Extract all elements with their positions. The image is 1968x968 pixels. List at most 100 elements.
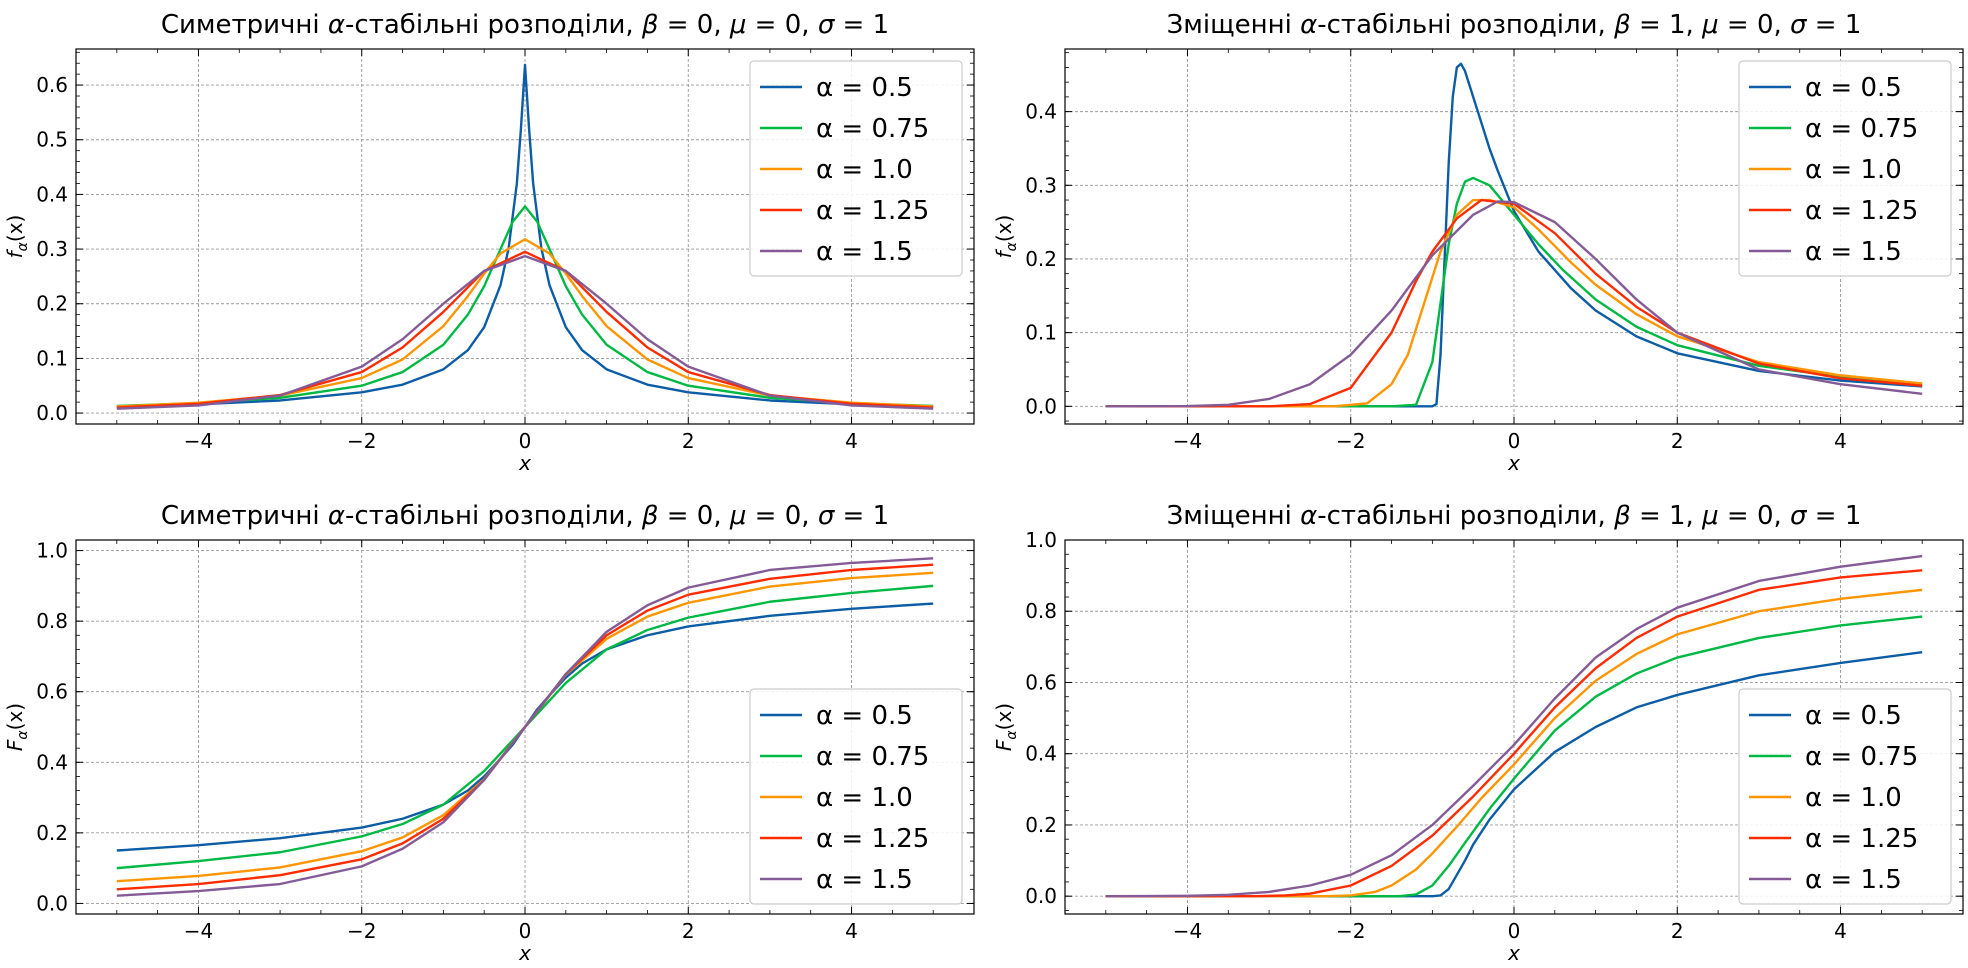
title-part: = 1 [834,10,889,40]
legend: α = 0.5 α = 0.75 α = 1.0 α = 1.25 α = 1.5 [1738,60,1952,277]
legend-label: α = 1.25 [1805,196,1918,226]
y-tick-label: 0.2 [1025,813,1057,837]
y-label-arg: (x) [3,703,27,730]
y-label-main: f [992,248,1016,258]
x-tick-label: 0 [1508,919,1521,943]
x-axis-label: x [518,451,531,475]
series-line [1105,651,1923,898]
legend-label: α = 1.0 [1805,783,1902,813]
y-tick-label: 0.4 [1025,100,1057,124]
y-tick-label: 0.0 [1025,884,1057,908]
title-part: α [328,501,345,531]
title-part: -стабільні розподіли, [1317,501,1614,531]
legend-frame [749,60,963,277]
y-axis-label: fα(x) [3,215,31,259]
legend-label: α = 0.5 [1805,701,1902,731]
x-tick-label: 0 [519,429,532,453]
series-line [116,250,934,409]
title-part: σ [818,501,836,531]
legend-label: α = 0.5 [816,73,913,103]
y-tick-label: 0.6 [36,680,68,704]
y-tick-label: 0.8 [1025,599,1057,623]
title-part: = 0, [1719,501,1790,531]
legend-label: α = 1.25 [816,824,929,854]
x-axis-label: x [1507,941,1520,965]
series-line [1105,176,1923,408]
y-tick-label: 1.0 [36,539,68,563]
y-axis-label: fα(x) [992,215,1020,259]
x-tick-label: −2 [1336,429,1365,453]
legend-label: α = 1.25 [816,196,929,226]
title-part: σ [818,10,836,40]
x-tick-label: −4 [184,429,213,453]
legend-label: α = 1.5 [816,865,913,895]
legend-label: α = 0.5 [1805,73,1902,103]
series-line [1105,615,1923,898]
x-axis-label: x [518,941,531,965]
series-line [1105,200,1923,408]
y-label-sub: α [15,730,31,740]
chart-title: Симетричні α-стабільні розподіли, β = 0,… [161,10,889,40]
legend-frame [749,688,963,905]
y-label-arg: (x) [992,215,1016,242]
y-axis-label: Fα(x) [992,703,1020,751]
title-part: Зміщенні [1167,501,1300,531]
y-tick-label: 0.4 [36,182,68,206]
x-tick-label: 2 [682,919,695,943]
title-part: = 0, [658,10,729,40]
title-part: α [1300,10,1317,40]
y-tick-label: 0.2 [1025,247,1057,271]
y-tick-label: 0.8 [36,609,68,633]
title-part: β [641,10,659,40]
x-tick-label: −4 [1173,919,1202,943]
title-part: = 0, [658,501,729,531]
title-part: = 1, [1631,501,1702,531]
title-part: = 0, [746,501,817,531]
x-tick-label: 2 [1671,919,1684,943]
legend-label: α = 1.0 [816,155,913,185]
x-axis-label: x [1507,451,1520,475]
y-tick-label: 0.1 [36,346,68,370]
x-tick-label: 2 [1671,429,1684,453]
y-tick-label: 0.3 [1025,173,1057,197]
y-tick-label: 0.2 [36,821,68,845]
title-part: Зміщенні [1167,10,1300,40]
legend-label: α = 1.5 [1805,237,1902,267]
title-part: = 0, [746,10,817,40]
chart-title: Зміщенні α-стабільні розподіли, β = 1, μ… [1167,501,1862,531]
x-tick-label: 0 [1508,429,1521,453]
y-tick-label: 0.4 [36,750,68,774]
title-part: μ [1701,501,1719,531]
legend-label: α = 0.75 [1805,114,1918,144]
x-tick-label: 4 [1834,919,1847,943]
y-tick-label: 0.5 [36,128,68,152]
series-line [116,238,934,408]
chart-title: Зміщенні α-стабільні розподіли, β = 1, μ… [1167,10,1862,40]
title-part: = 1 [1807,501,1862,531]
title-part: β [641,501,659,531]
legend: α = 0.5 α = 0.75 α = 1.0 α = 1.25 α = 1.5 [1738,688,1952,905]
title-part: σ [1790,501,1808,531]
series-line [116,63,934,408]
y-tick-label: 0.4 [1025,742,1057,766]
y-label-main: F [3,739,27,751]
y-axis-label: Fα(x) [3,703,31,751]
series-line [1105,198,1923,408]
x-tick-label: 4 [845,919,858,943]
y-tick-label: 1.0 [1025,528,1057,552]
y-label-sub: α [15,241,31,251]
series-line [1105,554,1923,898]
x-tick-label: 4 [845,429,858,453]
x-tick-label: −2 [347,919,376,943]
y-label-main: f [3,248,27,258]
x-tick-label: 0 [519,919,532,943]
x-tick-label: −4 [1173,429,1202,453]
legend: α = 0.5 α = 0.75 α = 1.0 α = 1.25 α = 1.5 [749,688,963,905]
x-tick-label: −4 [184,919,213,943]
y-tick-label: 0.2 [36,292,68,316]
series-line [116,254,934,410]
x-tick-label: −2 [347,429,376,453]
y-label-main: F [992,739,1016,751]
